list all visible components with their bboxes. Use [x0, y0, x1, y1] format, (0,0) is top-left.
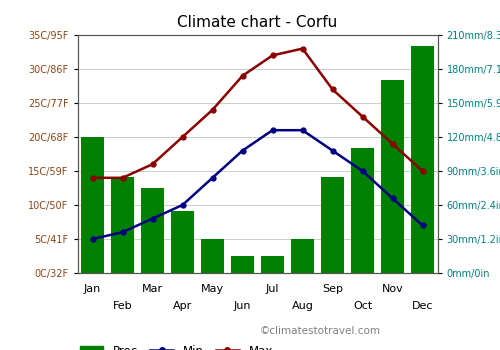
Title: Climate chart - Corfu: Climate chart - Corfu: [178, 15, 338, 30]
Text: Dec: Dec: [412, 301, 433, 311]
Text: Nov: Nov: [382, 284, 404, 294]
Text: Aug: Aug: [292, 301, 314, 311]
Text: Jul: Jul: [266, 284, 279, 294]
Bar: [171, 211, 194, 273]
Bar: [231, 256, 254, 273]
Bar: [261, 256, 284, 273]
Text: ©climatestotravel.com: ©climatestotravel.com: [260, 326, 381, 336]
Bar: [351, 148, 374, 273]
Text: May: May: [201, 284, 224, 294]
Bar: [111, 177, 134, 273]
Text: Jan: Jan: [84, 284, 101, 294]
Text: Apr: Apr: [173, 301, 192, 311]
Bar: [291, 239, 314, 273]
Text: Sep: Sep: [322, 284, 343, 294]
Text: Jun: Jun: [234, 301, 252, 311]
Bar: [201, 239, 224, 273]
Legend: Prec, Min, Max: Prec, Min, Max: [80, 344, 273, 350]
Bar: [382, 80, 404, 273]
Text: Mar: Mar: [142, 284, 163, 294]
Text: Feb: Feb: [112, 301, 132, 311]
Bar: [411, 46, 434, 273]
Bar: [81, 137, 104, 273]
Bar: [321, 177, 344, 273]
Text: Oct: Oct: [353, 301, 372, 311]
Bar: [142, 188, 164, 273]
